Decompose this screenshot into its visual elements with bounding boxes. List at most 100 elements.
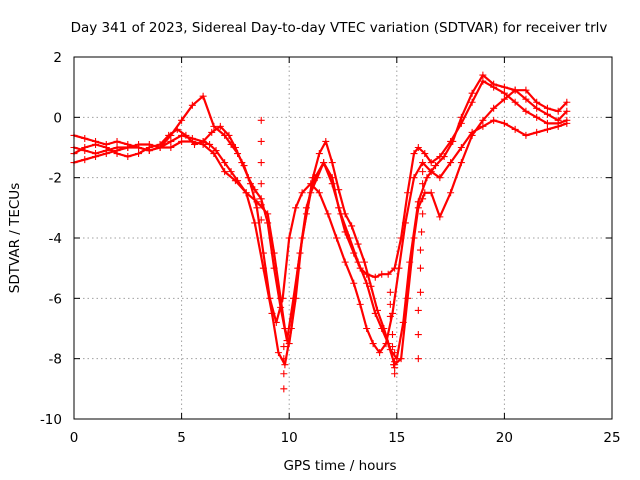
data-point-marker <box>292 204 300 212</box>
data-point-marker <box>563 98 571 106</box>
axis-ticks <box>73 56 613 420</box>
data-point-marker <box>178 137 186 145</box>
data-point-marker <box>280 385 288 393</box>
data-point-marker <box>307 189 315 197</box>
data-point-marker <box>227 168 235 176</box>
data-point-marker <box>522 131 530 139</box>
data-point-marker <box>257 216 265 224</box>
data-point-marker <box>479 71 487 79</box>
data-point-marker <box>468 98 476 106</box>
x-tick-label: 15 <box>388 430 405 446</box>
data-point-marker <box>363 325 371 332</box>
data-point-marker <box>212 147 220 155</box>
data-point-marker <box>500 83 508 91</box>
data-point-marker <box>419 210 427 218</box>
data-point-marker <box>378 270 386 278</box>
data-point-marker <box>397 234 405 242</box>
data-point-marker <box>221 168 229 176</box>
data-point-marker <box>419 168 427 176</box>
data-point-marker <box>290 294 298 302</box>
data-point-marker <box>246 180 254 188</box>
data-point-marker <box>173 125 181 133</box>
data-point-marker <box>341 228 349 236</box>
data-point-marker <box>225 131 233 139</box>
data-point-marker <box>145 144 153 151</box>
data-point-marker <box>257 116 265 124</box>
data-point-marker <box>81 156 89 164</box>
x-tick-label: 0 <box>70 430 79 446</box>
data-point-marker <box>264 210 272 218</box>
data-point-marker <box>270 264 278 272</box>
data-point-marker <box>182 131 190 139</box>
data-point-marker <box>242 189 250 197</box>
data-point-marker <box>259 249 267 257</box>
data-point-marker <box>391 349 399 357</box>
data-point-marker <box>320 159 328 167</box>
data-point-marker <box>511 86 519 94</box>
data-point-marker <box>124 140 132 148</box>
data-point-marker <box>363 279 371 287</box>
data-point-marker <box>264 219 272 227</box>
data-point-marker <box>369 340 377 348</box>
data-point-marker <box>178 116 186 124</box>
data-point-marker <box>322 137 330 145</box>
data-point-marker <box>416 288 424 296</box>
data-point-marker <box>167 137 175 145</box>
x-tick-label: 5 <box>177 430 186 446</box>
data-point-marker <box>231 144 239 151</box>
data-point-marker <box>416 246 424 254</box>
data-point-marker <box>307 180 315 188</box>
data-point-marker <box>511 125 519 133</box>
data-point-marker <box>165 131 173 139</box>
data-point-marker <box>457 144 465 151</box>
data-point-marker <box>479 116 487 124</box>
y-tick-label: 2 <box>53 50 62 66</box>
data-point-marker <box>253 204 261 212</box>
data-point-marker <box>156 140 164 148</box>
data-point-marker <box>414 198 422 206</box>
data-point-marker <box>221 159 229 167</box>
data-point-marker <box>419 195 427 203</box>
data-point-marker <box>533 104 541 112</box>
data-point-marker <box>216 122 224 130</box>
data-point-marker <box>283 337 291 345</box>
data-point-marker <box>328 174 336 182</box>
data-markers <box>70 71 571 393</box>
data-point-marker <box>287 325 295 332</box>
data-point-marker <box>341 258 349 266</box>
data-point-marker <box>500 89 508 97</box>
y-tick-labels: -10 -8 -6 -4 -2 0 2 <box>40 50 62 428</box>
data-point-marker <box>281 325 289 332</box>
y-tick-label: -6 <box>49 291 62 307</box>
data-point-marker <box>259 264 267 272</box>
data-point-marker <box>257 159 265 167</box>
data-point-marker <box>238 159 246 167</box>
data-point-marker <box>285 234 293 242</box>
data-point-marker <box>384 270 392 278</box>
data-point-marker <box>188 101 196 109</box>
data-point-marker <box>135 144 143 151</box>
data-point-marker <box>113 137 121 145</box>
data-point-marker <box>328 159 336 167</box>
data-point-marker <box>281 361 289 369</box>
y-tick-label: -8 <box>49 352 62 368</box>
data-point-marker <box>298 234 306 242</box>
data-point-marker <box>298 189 306 197</box>
data-point-marker <box>410 174 418 182</box>
data-point-marker <box>391 370 399 378</box>
data-point-marker <box>468 89 476 97</box>
data-point-marker <box>253 198 261 206</box>
grid <box>74 57 612 419</box>
data-point-marker <box>268 309 276 317</box>
data-point-marker <box>380 325 388 332</box>
data-point-marker <box>522 107 530 115</box>
data-point-marker <box>432 162 440 170</box>
data-point-marker <box>421 189 429 197</box>
data-point-marker <box>333 234 341 242</box>
data-point-marker <box>348 222 356 230</box>
data-point-marker <box>490 104 498 112</box>
data-point-marker <box>257 195 265 203</box>
x-axis-label: GPS time / hours <box>283 458 396 474</box>
data-point-marker <box>354 258 362 266</box>
data-point-marker <box>272 318 280 326</box>
